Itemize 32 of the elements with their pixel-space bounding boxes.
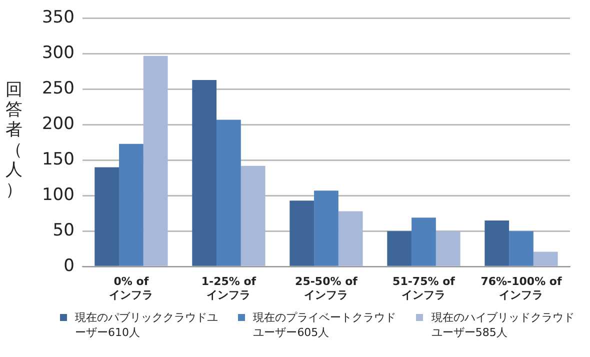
y-tick-label: 150 xyxy=(42,150,74,170)
legend-label: 現在のパブリッククラウドユーザー610人 xyxy=(75,310,219,340)
bar xyxy=(314,190,338,266)
bar xyxy=(484,220,510,266)
y-tick-label: 350 xyxy=(42,8,74,28)
x-tick-label: 76%-100% of インフラ xyxy=(480,275,562,302)
bar xyxy=(290,200,314,266)
bar xyxy=(412,218,436,266)
bar xyxy=(216,120,241,266)
bar xyxy=(192,80,217,266)
bar xyxy=(533,252,558,266)
x-tick-label: 0% of インフラ xyxy=(109,275,154,302)
x-tick-label: 25-50% of インフラ xyxy=(295,275,358,302)
legend-label: 現在のプライベートクラウドユーザー605人 xyxy=(253,310,398,340)
y-tick-label: 0 xyxy=(64,256,74,276)
y-tick-label: 200 xyxy=(42,114,74,134)
y-axis-title: 回答者（人） xyxy=(4,80,24,200)
x-tick-label: 51-75% of インフラ xyxy=(392,275,456,302)
y-tick-label: 250 xyxy=(42,78,74,99)
bar xyxy=(509,231,534,266)
bar xyxy=(240,166,266,266)
bar xyxy=(436,231,460,266)
y-tick-label: 50 xyxy=(52,220,74,241)
legend-label: 現在のハイブリッドクラウドユーザー585人 xyxy=(431,310,576,340)
bar xyxy=(338,211,363,266)
bar xyxy=(143,56,168,266)
x-tick-label: 1-25% of インフラ xyxy=(201,275,256,302)
y-tick-label: 300 xyxy=(42,43,74,64)
bar xyxy=(94,167,120,266)
y-tick-label: 100 xyxy=(42,185,74,206)
bar xyxy=(119,144,144,266)
bar xyxy=(387,231,412,266)
